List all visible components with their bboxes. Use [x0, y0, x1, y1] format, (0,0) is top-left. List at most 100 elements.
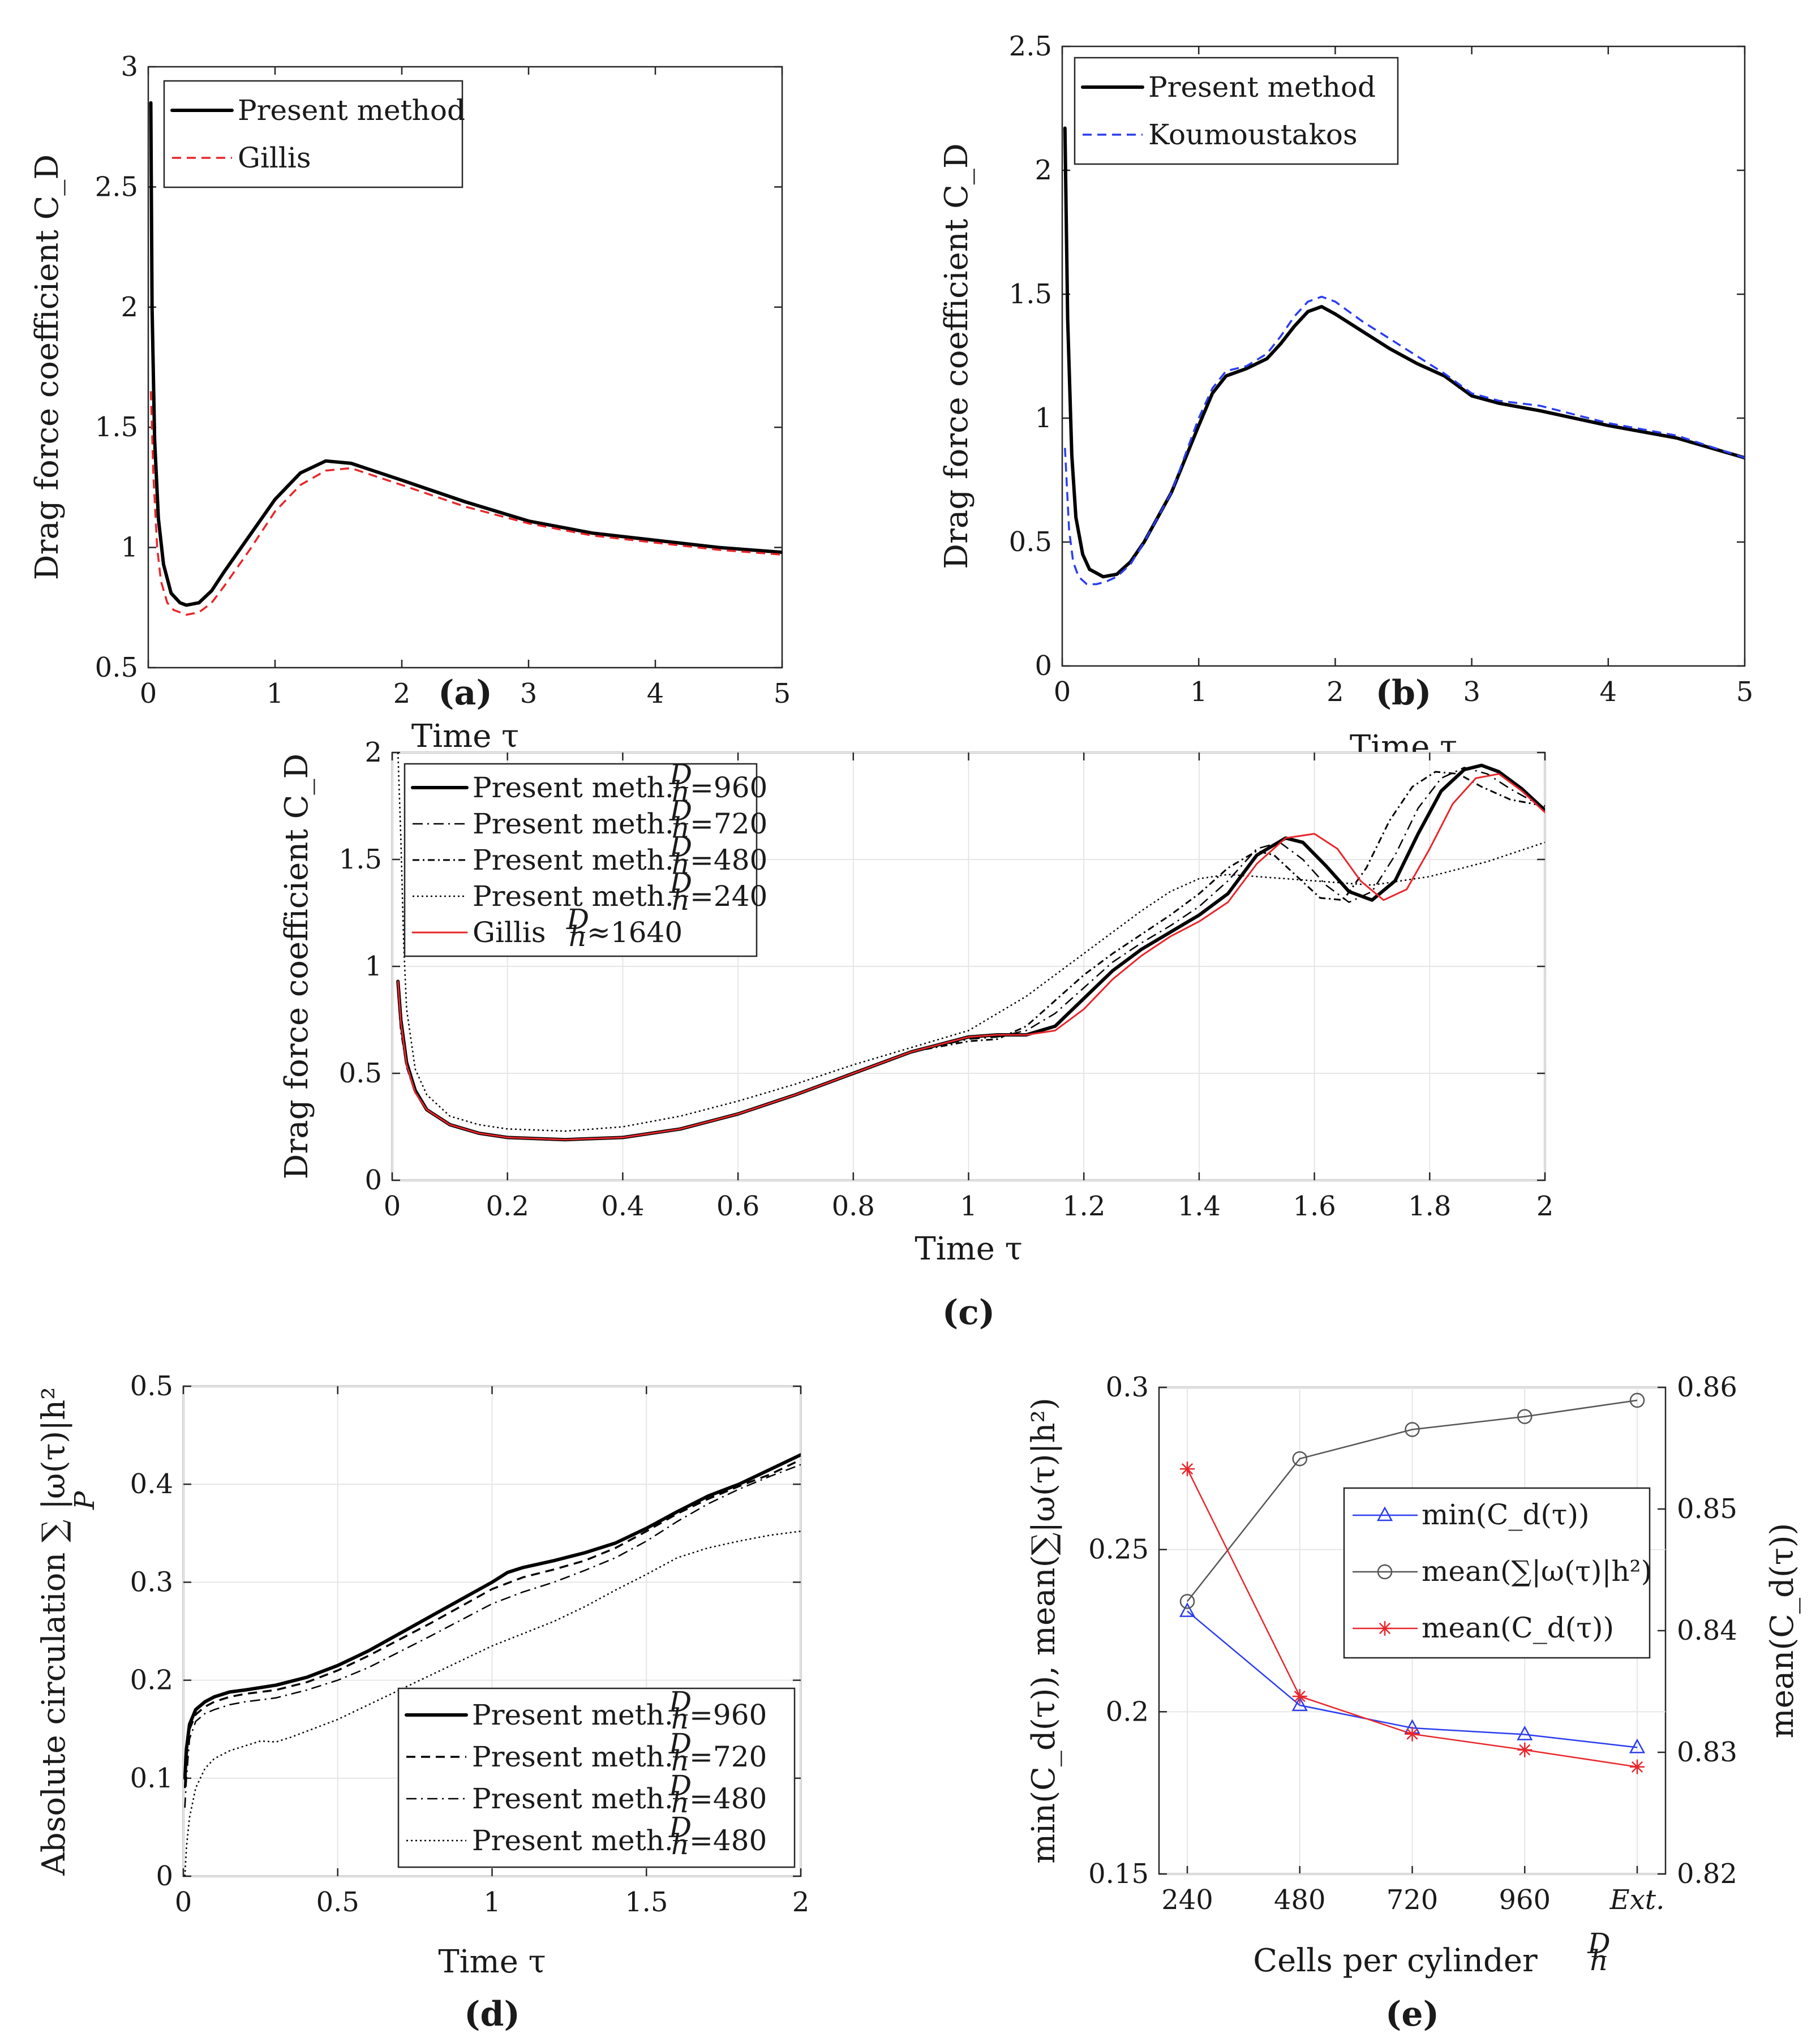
panel-label: (b)	[1376, 673, 1432, 713]
x-tick-label: 1.6	[1293, 1190, 1336, 1222]
legend-ratio-value-3: =480	[690, 844, 767, 876]
y-tick-label-left: 0.3	[1106, 1372, 1149, 1403]
series-line-2	[149, 391, 782, 616]
legend-ratio-1-den: h	[671, 1703, 689, 1735]
x-tick-label: 1.2	[1062, 1190, 1105, 1222]
y-tick-label: 3	[121, 51, 138, 83]
x-axis-label: Time τ	[438, 1944, 546, 1980]
data-point-2-5	[1629, 1392, 1645, 1408]
legend-box	[1074, 57, 1399, 165]
y-tick-label: 0.1	[130, 1762, 173, 1794]
legend-ratio-1-num: D	[668, 1686, 692, 1718]
legend-ratio-1-num: D	[669, 758, 692, 791]
series-line-1	[1063, 126, 1745, 579]
legend-ratio-2-den: h	[671, 1744, 689, 1777]
legend-box	[163, 80, 463, 188]
x-tick-label: 4	[1600, 676, 1617, 708]
legend-entry-5: Gillis	[473, 916, 546, 949]
x-tick-label: 960	[1499, 1884, 1551, 1916]
legend-entry-2: mean(∑|ω(τ)|h²)	[1422, 1555, 1652, 1588]
y-tick-label: 1.5	[95, 411, 138, 443]
x-tick-label: 0	[140, 678, 157, 710]
x-axis-label: Cells per cylinder	[1253, 1942, 1538, 1979]
legend-box	[1343, 1487, 1651, 1659]
legend-entry-4: Present meth.	[472, 1824, 673, 1857]
y-tick-label-right: 0.83	[1677, 1736, 1737, 1768]
x-tick-label: 0.5	[316, 1886, 359, 1918]
x-tick-label: 3	[520, 678, 538, 710]
x-tick-label: 0.4	[601, 1190, 644, 1222]
x-tick-label: 720	[1387, 1884, 1439, 1916]
legend-marker-3	[1377, 1621, 1392, 1636]
y-tick-label: 2.5	[1009, 31, 1052, 62]
legend-entry-2: Present meth.	[472, 1740, 673, 1773]
x-tick-label: 0	[384, 1190, 401, 1222]
legend-marker-1	[1376, 1506, 1393, 1521]
x-tick-label: 2	[1327, 676, 1344, 708]
legend-ratio-3-den: h	[671, 1786, 689, 1819]
legend-entry-2: Present meth.	[473, 807, 674, 840]
x-axis-ratio-num: D	[1587, 1927, 1610, 1960]
series-line-4	[184, 1531, 801, 1876]
legend-ratio-value-1: =960	[689, 1699, 767, 1731]
y-tick-label: 1.5	[339, 844, 382, 875]
y-tick-label-right: 0.84	[1677, 1615, 1737, 1647]
legend-box	[397, 1687, 796, 1868]
legend-ratio-2-num: D	[668, 1727, 692, 1760]
legend-ratio-3-num: D	[668, 1769, 692, 1802]
y-axis-label: Drag force coefficient C_D	[29, 154, 66, 581]
x-tick-label: 480	[1274, 1884, 1326, 1916]
legend-ratio-value-3: =480	[689, 1782, 767, 1815]
legend-entry-1: Present meth.	[473, 771, 674, 804]
y-tick-label: 1.5	[1009, 278, 1052, 310]
data-point-3-3	[1405, 1726, 1420, 1742]
data-point-1-5	[1629, 1738, 1646, 1753]
legend: Present method Gillis	[163, 80, 465, 188]
x-tick-label: 2	[1536, 1190, 1554, 1222]
y-tick-label: 0.3	[130, 1566, 173, 1598]
chart-e: 240 480 720 960 Ext. 0.15 0.2 0.25 0.3 0.82 0.83 0.…	[1025, 1372, 1801, 2034]
x-tick-label: 2	[393, 678, 411, 710]
data-point-3-4	[1517, 1742, 1533, 1757]
y-axis-label: Absolute circulation ∑ |ω(τ)|h²	[36, 1387, 72, 1876]
legend-entry-3: Present meth.	[472, 1782, 673, 1815]
legend-ratio-4-den: h	[671, 1828, 689, 1861]
data-point-2-4	[1517, 1409, 1533, 1424]
series-line-2	[1064, 295, 1745, 586]
x-tick-label: 1	[483, 1886, 501, 1918]
y-tick-label: 0.2	[130, 1665, 173, 1696]
y-axis-label: Drag force coefficient C_D	[278, 754, 315, 1180]
series-line-1	[149, 101, 782, 607]
y-axis-label-right: mean(C_d(τ))	[1764, 1523, 1801, 1739]
legend-ratio-value-5: ≈1640	[587, 916, 682, 949]
x-axis-label: Time τ	[915, 1231, 1022, 1267]
data-point-1-1	[1179, 1602, 1196, 1617]
legend-ratio-value-4: =240	[690, 880, 767, 913]
legend-ratio-5-num: D	[566, 903, 589, 936]
y-tick-label: 0	[156, 1860, 173, 1892]
x-tick-label: 0.6	[716, 1190, 759, 1222]
y-tick-label: 0.4	[130, 1468, 173, 1500]
legend-entry-2: Gillis	[238, 141, 311, 174]
legend-ratio-5-den: h	[569, 920, 587, 953]
y-tick-label-right: 0.82	[1677, 1858, 1737, 1890]
legend: min(C_d(τ)) mean(∑|ω(τ)|h²) mean(C_d(τ))	[1343, 1487, 1652, 1659]
legend-ratio-4-den: h	[672, 884, 690, 917]
data-point-2-1	[1179, 1594, 1195, 1609]
y-tick-label: 2.5	[95, 171, 138, 203]
y-tick-label-right: 0.85	[1677, 1493, 1737, 1525]
legend-ratio-3-num: D	[669, 831, 692, 863]
x-tick-label: 0.2	[486, 1190, 529, 1222]
x-tick-label: 2	[792, 1886, 810, 1918]
data-point-3-1	[1180, 1461, 1195, 1477]
x-tick-label: 1.4	[1178, 1190, 1221, 1222]
series-line-4	[397, 753, 1545, 1132]
x-tick-label: 1	[960, 1190, 977, 1222]
x-tick-label: 0.8	[832, 1190, 875, 1222]
legend-ratio-2-num: D	[669, 794, 692, 827]
panel-label: (a)	[438, 673, 492, 713]
legend-ratio-3-den: h	[672, 848, 690, 880]
chart-d: 0 0.5 1 1.5 2 0 0.1 0.2 0.3 0.4 0.5 Time τ Absolute …	[36, 1370, 809, 2034]
